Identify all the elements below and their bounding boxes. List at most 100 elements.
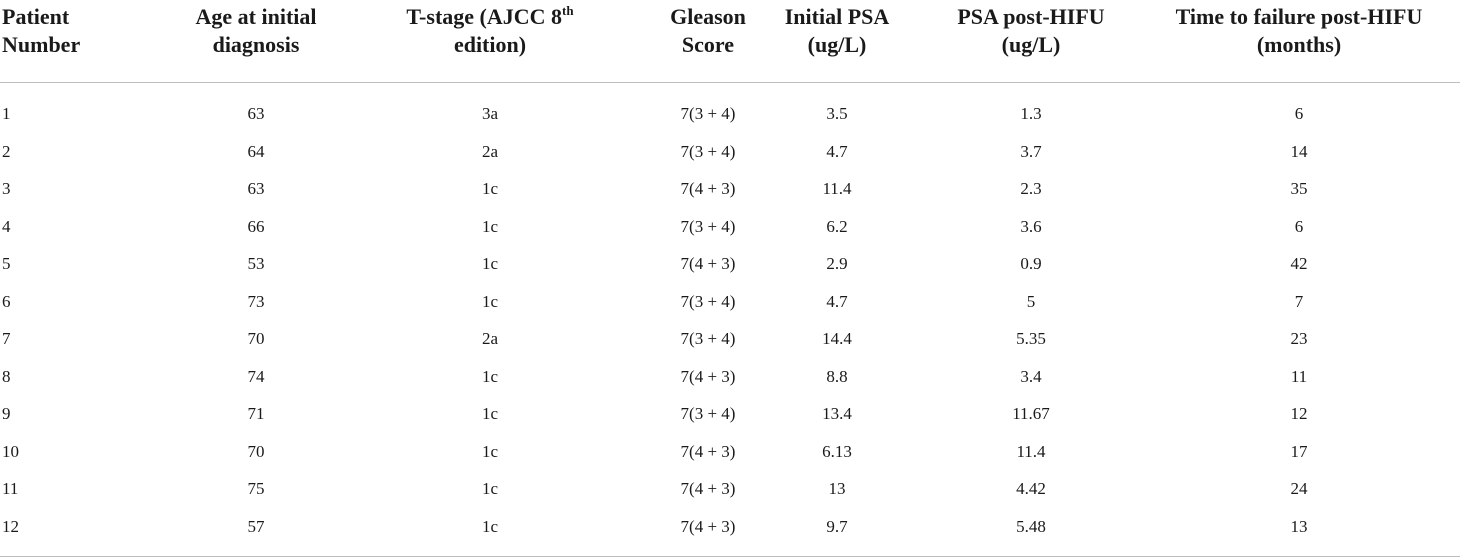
header-gleason: Gleason Score — [670, 4, 746, 57]
cell-patient-number: 1 — [2, 104, 11, 123]
cell-initial-psa: 14.4 — [822, 329, 852, 348]
header-patient-number: Patient Number — [2, 4, 81, 57]
cell-patient-number: 3 — [2, 179, 11, 198]
header-time-to-failure: Time to failure post-HIFU (months) — [1175, 4, 1423, 57]
cell-gleason: 7(3 + 4) — [680, 141, 736, 161]
cell-patient-number: 4 — [2, 216, 11, 236]
cell-age: 75 — [247, 479, 265, 498]
cell-t-stage: 1c — [481, 254, 499, 273]
cell-t-stage: 1c — [481, 479, 499, 498]
cell-psa-post-hifu: 1.3 — [1020, 104, 1042, 123]
cell-psa-post-hifu: 11.67 — [1012, 404, 1050, 423]
table-row: 5 53 1c 7(4 + 3) 2.9 0.9 42 — [0, 245, 1460, 282]
cell-gleason: 7(4 + 3) — [680, 479, 736, 498]
cell-psa-post-hifu: 11.4 — [1016, 441, 1046, 461]
cell-t-stage: 2a — [481, 141, 499, 161]
cell-psa-post-hifu: 3.4 — [1020, 366, 1042, 386]
cell-age: 64 — [247, 141, 265, 161]
cell-patient-number: 11 — [2, 479, 19, 498]
cell-gleason: 7(3 + 4) — [680, 216, 736, 236]
cell-gleason: 7(4 + 3) — [680, 366, 736, 386]
cell-age: 57 — [247, 516, 265, 536]
cell-patient-number: 2 — [2, 141, 11, 161]
cell-psa-post-hifu: 2.3 — [1020, 179, 1042, 198]
cell-age: 53 — [247, 254, 265, 273]
cell-age: 73 — [247, 291, 265, 311]
cell-time-to-failure: 24 — [1290, 479, 1308, 498]
cell-time-to-failure: 7 — [1294, 291, 1304, 311]
cell-patient-number: 7 — [2, 329, 11, 348]
cell-age: 63 — [247, 104, 265, 123]
table-row: 4 66 1c 7(3 + 4) 6.2 3.6 6 — [0, 208, 1460, 245]
cell-psa-post-hifu: 3.6 — [1020, 216, 1042, 236]
cell-time-to-failure: 17 — [1290, 441, 1308, 461]
cell-patient-number: 8 — [2, 366, 11, 386]
cell-gleason: 7(3 + 4) — [680, 404, 736, 423]
table-row: 6 73 1c 7(3 + 4) 4.7 5 7 — [0, 283, 1460, 320]
cell-age: 74 — [247, 366, 265, 386]
header-initial-psa: Initial PSA (ug/L) — [784, 4, 890, 57]
table-row: 1 63 3a 7(3 + 4) 3.5 1.3 6 — [0, 95, 1460, 132]
cell-age: 63 — [247, 179, 265, 198]
cell-psa-post-hifu: 5.35 — [1016, 329, 1046, 348]
cell-initial-psa: 2.9 — [826, 254, 848, 273]
cell-t-stage: 1c — [481, 216, 499, 236]
header-age: Age at initial diagnosis — [195, 4, 317, 57]
cell-initial-psa: 3.5 — [826, 104, 848, 123]
cell-gleason: 7(4 + 3) — [680, 254, 736, 273]
table-row: 9 71 1c 7(3 + 4) 13.4 11.67 12 — [0, 395, 1460, 432]
cell-initial-psa: 13 — [828, 479, 846, 498]
table-header: Patient Number Age at initial diagnosis T-… — [0, 0, 1460, 83]
cell-time-to-failure: 6 — [1294, 216, 1304, 236]
cell-age: 70 — [247, 441, 265, 461]
cell-patient-number: 5 — [2, 254, 11, 273]
table-row: 3 63 1c 7(4 + 3) 11.4 2.3 35 — [0, 170, 1460, 207]
cell-time-to-failure: 13 — [1290, 516, 1308, 536]
cell-t-stage: 2a — [481, 329, 499, 348]
cell-patient-number: 10 — [2, 441, 19, 461]
cell-patient-number: 6 — [2, 291, 11, 311]
cell-psa-post-hifu: 0.9 — [1020, 254, 1042, 273]
cell-time-to-failure: 14 — [1290, 141, 1308, 161]
cell-psa-post-hifu: 4.42 — [1016, 479, 1046, 498]
cell-t-stage: 3a — [481, 104, 499, 123]
cell-time-to-failure: 42 — [1290, 254, 1308, 273]
cell-t-stage: 1c — [481, 291, 499, 311]
header-psa-post-hifu: PSA post-HIFU (ug/L) — [957, 4, 1105, 57]
cell-psa-post-hifu: 5 — [1026, 291, 1036, 311]
cell-gleason: 7(4 + 3) — [680, 179, 736, 198]
cell-initial-psa: 11.4 — [822, 179, 852, 198]
cell-time-to-failure: 23 — [1290, 329, 1308, 348]
table-row: 11 75 1c 7(4 + 3) 13 4.42 24 — [0, 470, 1460, 507]
header-t-stage: T-stage (AJCC 8th edition) — [406, 3, 574, 57]
cell-initial-psa: 4.7 — [826, 141, 848, 161]
cell-psa-post-hifu: 5.48 — [1016, 516, 1046, 536]
cell-initial-psa: 4.7 — [826, 291, 848, 311]
cell-patient-number: 9 — [2, 404, 11, 423]
cell-time-to-failure: 11 — [1290, 366, 1308, 386]
table-row: 8 74 1c 7(4 + 3) 8.8 3.4 11 — [0, 358, 1460, 395]
cell-gleason: 7(4 + 3) — [680, 441, 736, 461]
cell-time-to-failure: 12 — [1290, 404, 1308, 423]
cell-t-stage: 1c — [481, 366, 499, 386]
cell-initial-psa: 6.13 — [822, 441, 852, 461]
cell-initial-psa: 8.8 — [826, 366, 848, 386]
cell-initial-psa: 6.2 — [826, 216, 848, 236]
table-row: 2 64 2a 7(3 + 4) 4.7 3.7 14 — [0, 133, 1460, 170]
cell-t-stage: 1c — [481, 516, 499, 536]
cell-age: 71 — [247, 404, 265, 423]
cell-time-to-failure: 35 — [1290, 179, 1308, 198]
cell-t-stage: 1c — [481, 404, 499, 423]
table-row: 12 57 1c 7(4 + 3) 9.7 5.48 13 — [0, 508, 1460, 545]
table-row: 7 70 2a 7(3 + 4) 14.4 5.35 23 — [0, 320, 1460, 357]
table-row: 10 70 1c 7(4 + 3) 6.13 11.4 17 — [0, 433, 1460, 470]
cell-patient-number: 12 — [2, 516, 19, 536]
cell-time-to-failure: 6 — [1294, 104, 1304, 123]
cell-age: 66 — [247, 216, 265, 236]
cell-t-stage: 1c — [481, 441, 499, 461]
cell-age: 70 — [247, 329, 265, 348]
cell-gleason: 7(3 + 4) — [680, 291, 736, 311]
cell-psa-post-hifu: 3.7 — [1020, 141, 1042, 161]
cell-initial-psa: 9.7 — [826, 516, 848, 536]
cell-initial-psa: 13.4 — [822, 404, 852, 423]
